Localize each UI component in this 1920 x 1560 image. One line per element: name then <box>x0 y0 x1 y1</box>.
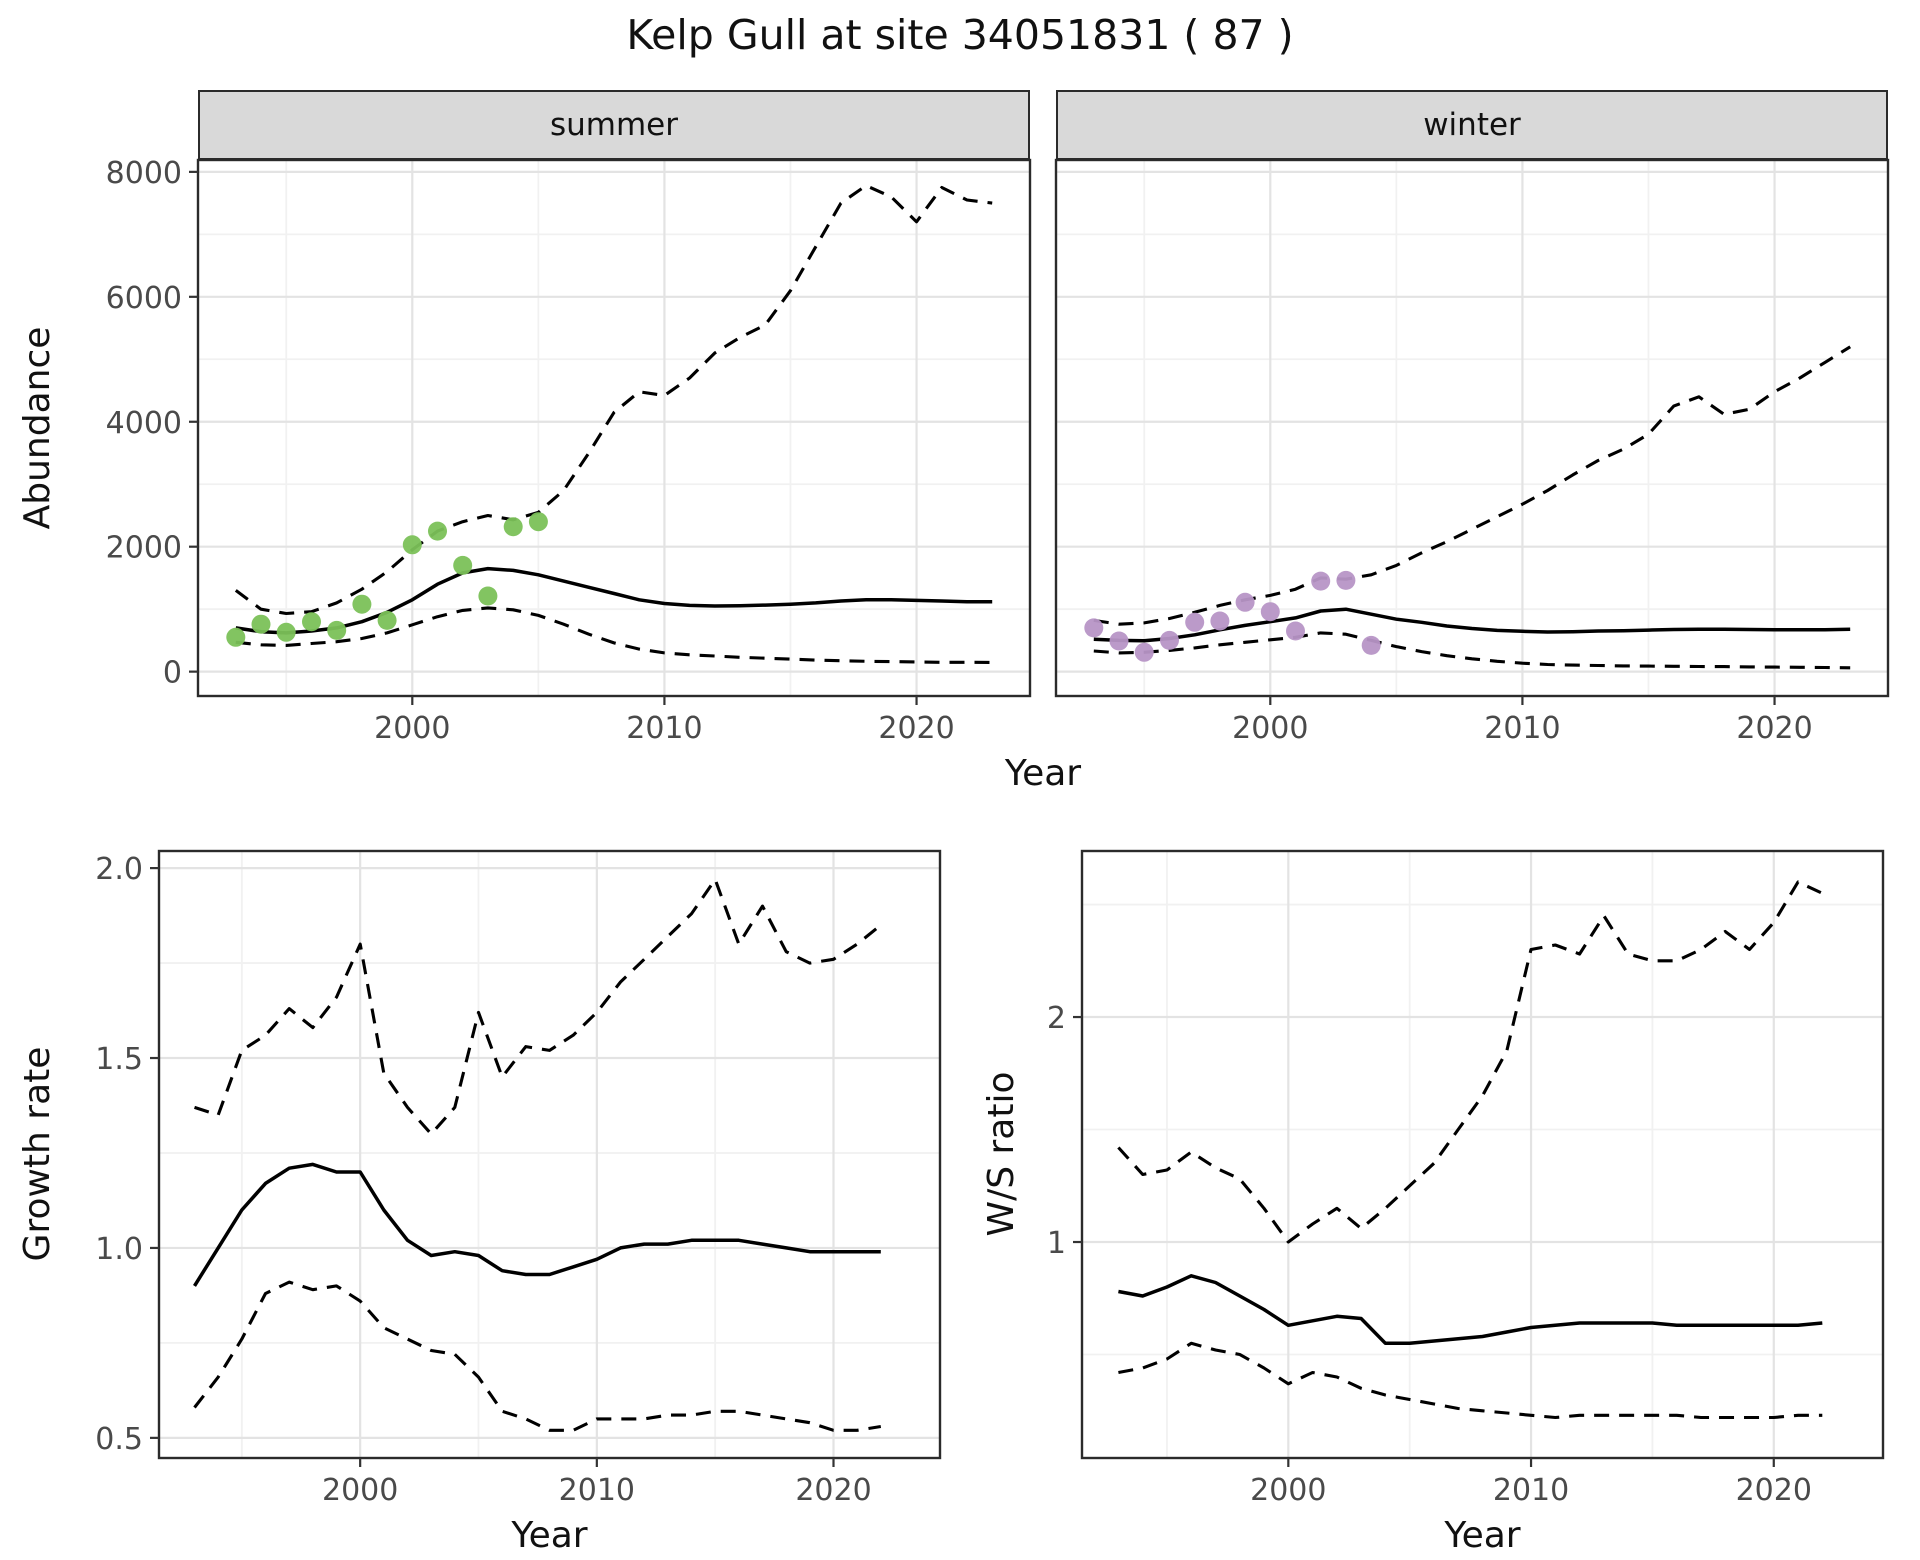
ws_ratio-upper-ci-line <box>1117 880 1823 1244</box>
growth_rate-upper-ci-line <box>194 877 882 1136</box>
ws_ratio-fit-line <box>1118 1274 1823 1346</box>
x-axis-tick-label: 2010 <box>626 711 702 746</box>
x-axis-tick-label: 2010 <box>1493 1473 1569 1508</box>
x-axis-tick-label: 2020 <box>1736 1473 1812 1508</box>
summer-observed-points <box>377 610 397 630</box>
summer-lower-ci-line <box>235 606 993 664</box>
summer-observed-points <box>226 627 246 647</box>
winter-observed-points <box>1235 592 1255 612</box>
y-axis-tick-label: 1.5 <box>95 1042 143 1077</box>
facet-strip-winter-label: winter <box>1423 107 1521 143</box>
y-axis-tick-label: 0.5 <box>95 1422 143 1457</box>
x-axis-tick-label: 2000 <box>322 1473 398 1508</box>
x-axis-tick-label: 2010 <box>559 1473 635 1508</box>
summer-observed-points <box>428 521 447 541</box>
facet-strip-winter: winter <box>1056 90 1888 160</box>
summer-observed-points <box>276 622 296 642</box>
ws_ratio-lower-ci-line <box>1118 1341 1823 1420</box>
summer-observed-points <box>402 535 422 555</box>
panel-border <box>196 158 1032 698</box>
summer-observed-points <box>453 555 473 575</box>
winter-observed-points <box>1185 612 1205 632</box>
summer-observed-points <box>503 517 523 537</box>
panel-background <box>198 160 1030 696</box>
y-axis-tick-label: 2.0 <box>95 852 143 887</box>
winter-observed-points <box>1210 611 1230 631</box>
summer-observed-points <box>478 586 498 606</box>
chart-title: Kelp Gull at site 34051831 ( 87 ) <box>626 11 1294 59</box>
ws-ratio-x-axis-title: Year <box>1444 1515 1521 1556</box>
summer-observed-points <box>302 612 321 632</box>
facet-strip-summer: summer <box>198 90 1030 160</box>
winter-upper-ci-line <box>1093 345 1852 626</box>
y-axis-tick-label: 1.0 <box>95 1232 143 1267</box>
y-axis-tick-label: 2000 <box>106 531 182 566</box>
growth_rate-lower-ci-line <box>193 1280 882 1432</box>
winter-observed-points <box>1361 635 1381 655</box>
growth_rate-fit-line <box>193 1162 881 1287</box>
winter-observed-points <box>1286 621 1305 641</box>
y-axis-tick-label: 8000 <box>106 156 182 191</box>
x-axis-tick-label: 2000 <box>1232 711 1308 746</box>
winter-observed-points <box>1109 631 1129 651</box>
y-axis-tick-label: 0 <box>163 656 182 691</box>
y-axis-tick-label: 2 <box>1047 1001 1066 1036</box>
ws-ratio-y-axis-title: W/S ratio <box>981 1071 1022 1237</box>
panel-border <box>1080 849 1885 1460</box>
x-axis-tick-label: 2000 <box>374 711 450 746</box>
winter-lower-ci-line <box>1093 631 1851 670</box>
winter-observed-points <box>1260 602 1280 622</box>
y-axis-tick-label: 1 <box>1047 1226 1066 1261</box>
panel-background <box>1082 851 1883 1458</box>
winter-observed-points <box>1160 630 1179 650</box>
summer-observed-points <box>352 594 372 614</box>
panel-background <box>1056 160 1888 696</box>
growth-rate-x-axis-title: Year <box>511 1515 588 1556</box>
panel-border <box>1054 158 1890 698</box>
summer-observed-points <box>528 512 548 532</box>
facet-strip-summer-label: summer <box>549 107 678 143</box>
winter-observed-points <box>1336 570 1356 590</box>
x-axis-tick-label: 2010 <box>1484 711 1560 746</box>
x-axis-tick-label: 2000 <box>1250 1473 1326 1508</box>
summer-upper-ci-line <box>234 184 993 616</box>
winter-observed-points <box>1084 618 1104 638</box>
x-axis-tick-label: 2020 <box>795 1473 871 1508</box>
growth-rate-y-axis-title: Growth rate <box>17 1046 58 1262</box>
abundance-y-axis-title: Abundance <box>17 326 58 530</box>
summer-fit-line <box>235 566 993 635</box>
panel-border <box>157 849 942 1460</box>
top-x-axis-title: Year <box>1004 753 1082 794</box>
summer-observed-points <box>327 620 347 640</box>
panel-background <box>159 851 940 1458</box>
winter-observed-points <box>1311 571 1331 591</box>
winter-observed-points <box>1134 642 1154 662</box>
y-axis-tick-label: 6000 <box>106 281 182 316</box>
summer-observed-points <box>251 614 271 634</box>
y-axis-tick-label: 4000 <box>106 406 182 441</box>
x-axis-tick-label: 2020 <box>1736 711 1812 746</box>
x-axis-tick-label: 2020 <box>878 711 954 746</box>
